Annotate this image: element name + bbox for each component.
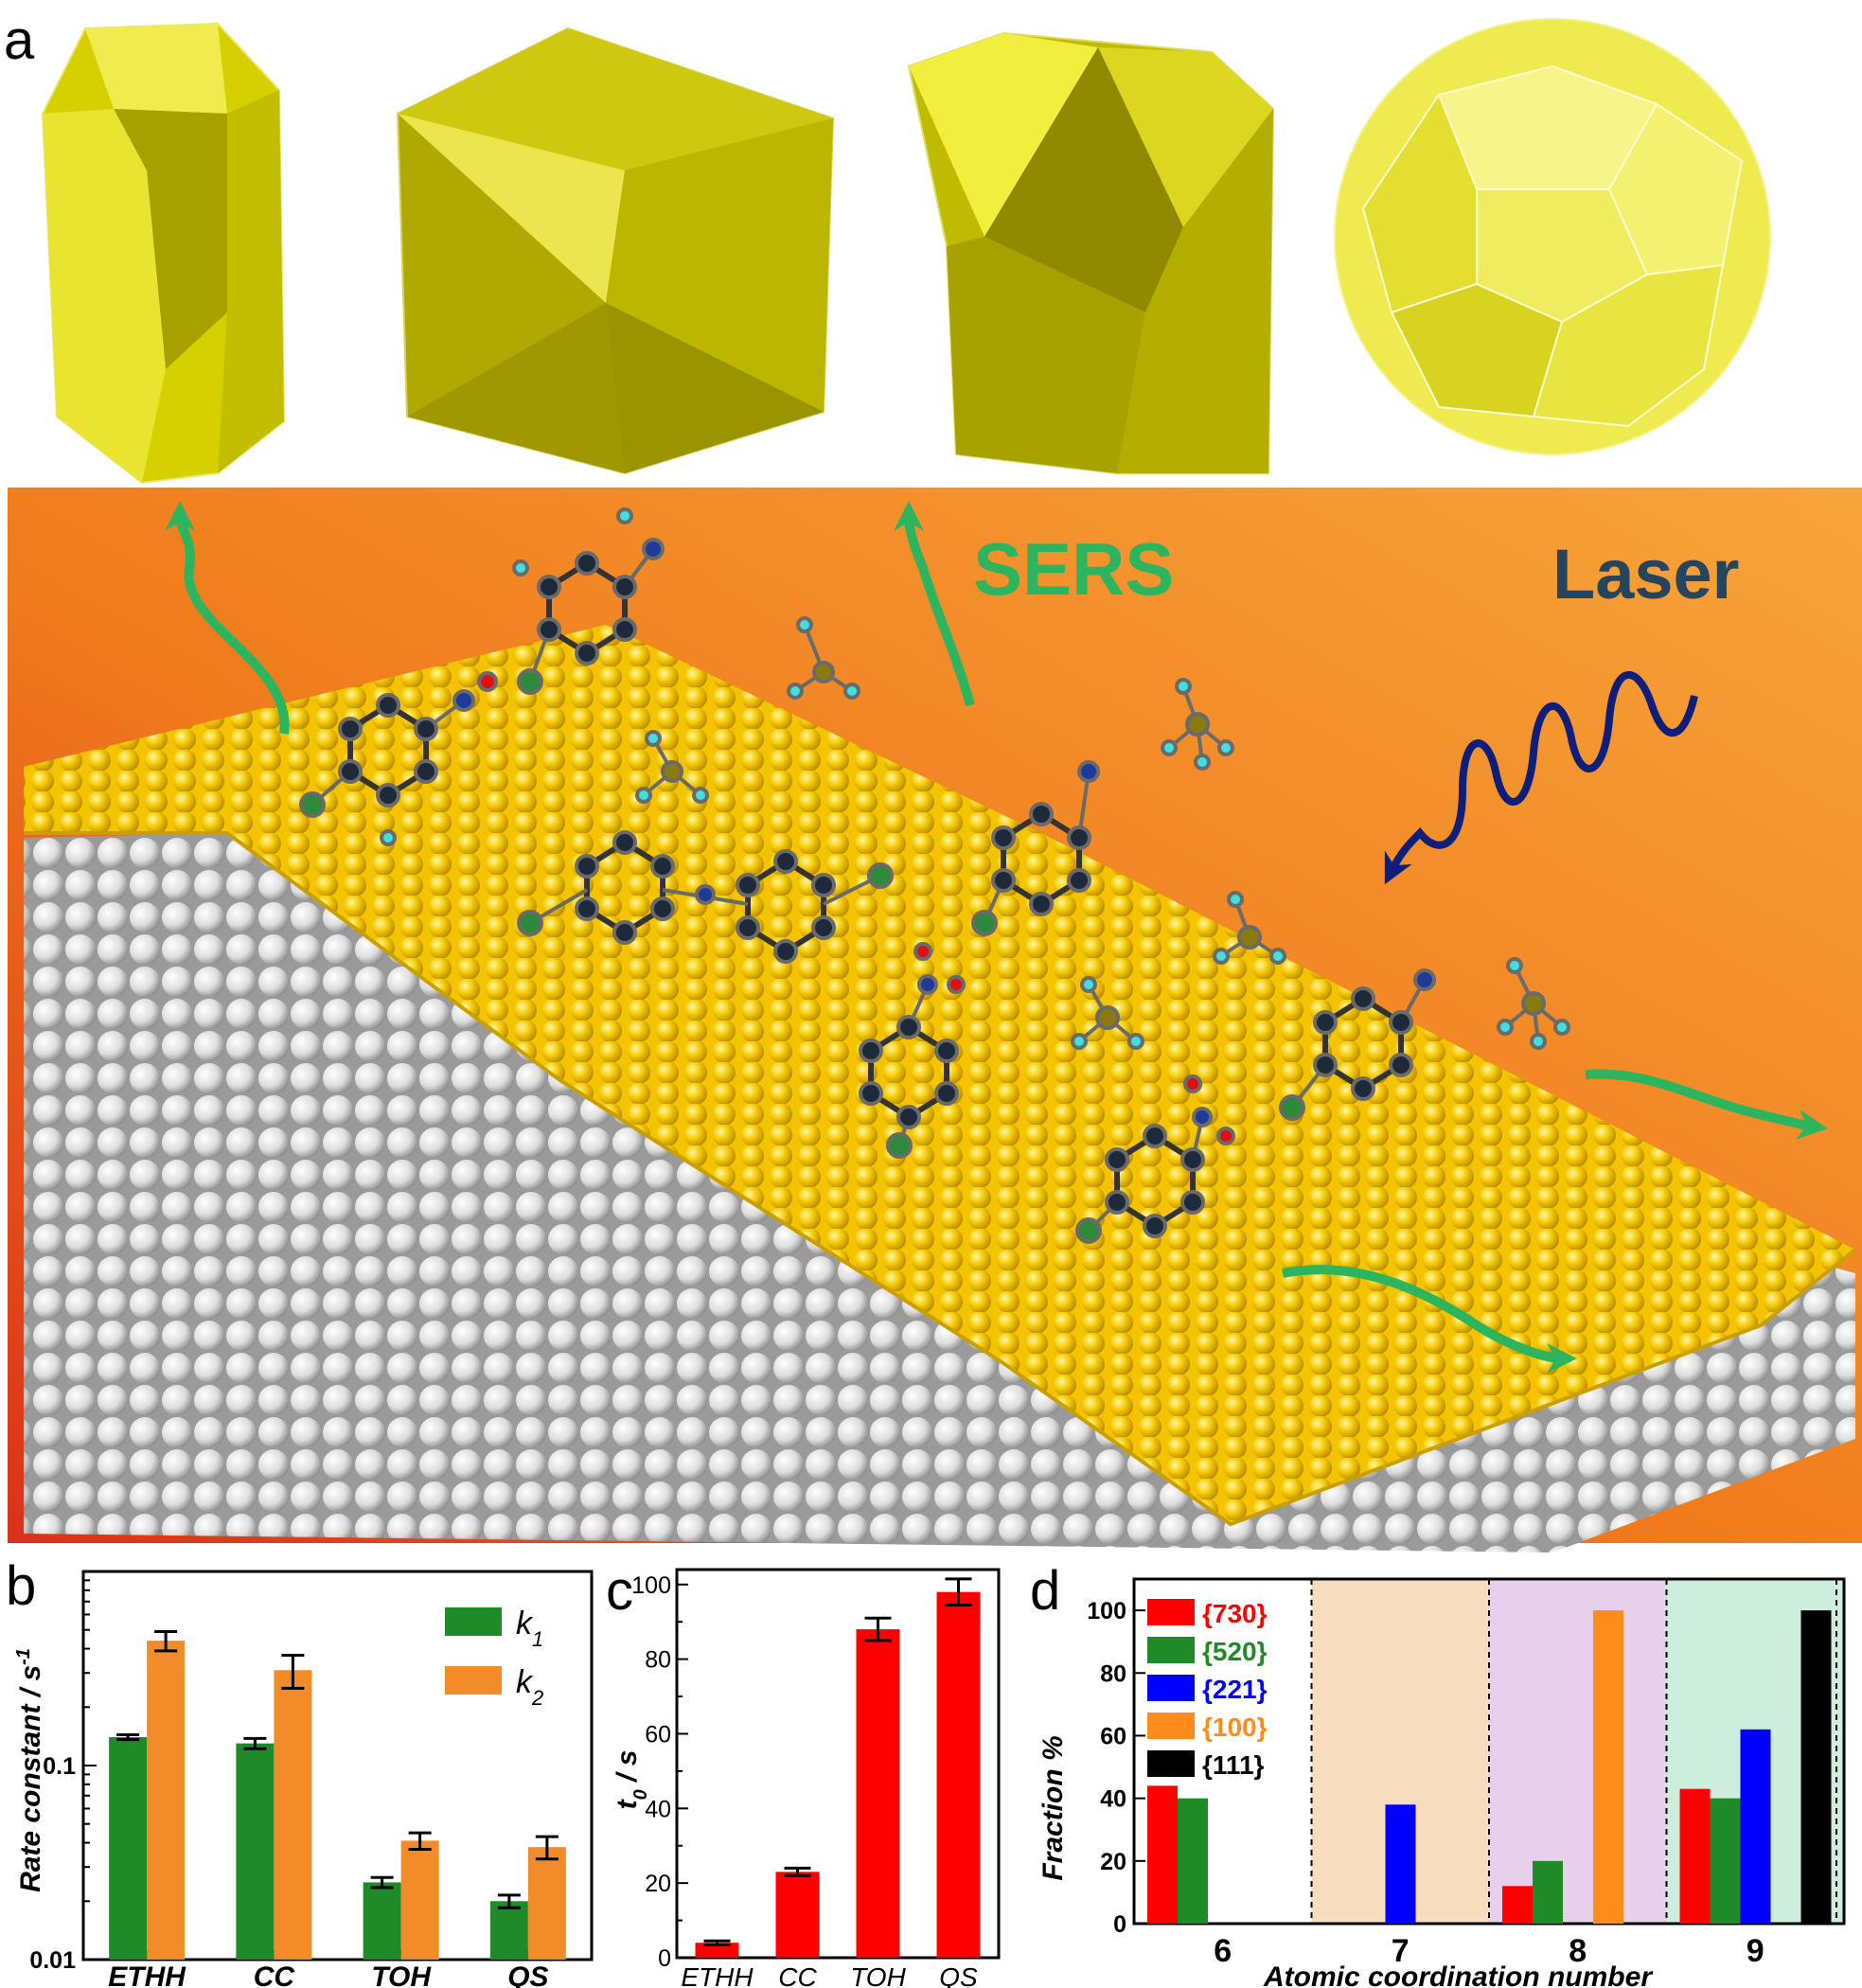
annotation-sers: SERS [973, 527, 1174, 611]
sers-arrow-1 [165, 501, 290, 735]
chart-b-bar-k2 [400, 1840, 439, 1960]
chart-b-legend-swatch [445, 1607, 502, 1636]
chart-d-legend-swatch [1147, 1713, 1195, 1739]
chart-b-bar-k2 [527, 1847, 566, 1960]
sers-arrow-4 [1282, 1265, 1577, 1374]
chart-b-bar-k1 [236, 1743, 275, 1960]
chart-d-legend-label: {730} [1202, 1599, 1268, 1628]
sers-arrow-3 [1585, 1069, 1828, 1140]
chart-d-legend-swatch [1147, 1675, 1195, 1701]
chart-c-ytick-label: 80 [645, 1647, 671, 1674]
concave-cube-icon [396, 27, 835, 475]
chart-c-ylabel: t0 / s [612, 1750, 651, 1810]
panel-label-a: a [4, 9, 35, 71]
panel-b: b Rate constant / s-1 0.01 0.1 ETHH CC TOH QS… [6, 1555, 594, 1988]
chart-d-bar [1740, 1729, 1771, 1924]
chart-b-bar-k2 [274, 1670, 312, 1960]
chart-b-bar-k1 [489, 1901, 528, 1960]
sers-arrow-2 [894, 501, 975, 707]
chart-d-ytick-label: 80 [1100, 1660, 1126, 1687]
chart-d-bar [1385, 1804, 1416, 1924]
laser-wave [1384, 671, 1698, 885]
quasi-sphere-icon [1334, 18, 1771, 455]
chart-c-ytick-label: 20 [645, 1871, 671, 1897]
chart-c-category-label: TOH [850, 1962, 906, 1988]
chart-c-bar [695, 1943, 739, 1958]
chart-d-legend-swatch [1147, 1599, 1195, 1625]
chart-b-bar-k1 [109, 1737, 148, 1960]
chart-d-bar [1178, 1798, 1208, 1924]
chart-d-ytick-label: 20 [1100, 1849, 1126, 1875]
chart-d-category-label: 6 [1214, 1933, 1232, 1969]
chart-d-frame [1132, 1577, 1846, 1926]
chart-d-bar [1679, 1788, 1711, 1924]
chart-c-frame [675, 1568, 1001, 1960]
panel-a: a [4, 9, 1862, 1553]
chart-d-ytick-label: 100 [1087, 1598, 1126, 1624]
chart-d-ytick-label: 0 [1113, 1911, 1126, 1938]
chart-c-bar [775, 1872, 820, 1958]
chart-c-ytick-label: 0 [658, 1945, 671, 1972]
chart-d-region-8 [1489, 1579, 1667, 1924]
chart-c-ytick-label: 100 [631, 1572, 671, 1599]
chart-c-bar [936, 1591, 981, 1958]
chart-d-ytick-label: 60 [1100, 1723, 1126, 1749]
panel-d: d Fraction % Atomic coordination number … [1030, 1560, 1846, 1988]
chart-d-legend-label: {520} [1202, 1637, 1268, 1666]
annotation-laser: Laser [1552, 535, 1739, 613]
chart-d-bar [1533, 1860, 1563, 1924]
chart-c-category-label: CC [778, 1962, 817, 1988]
chart-d-category-label: 9 [1747, 1933, 1764, 1969]
elongated-hexoctahedron-icon [41, 22, 286, 485]
gold-surface [24, 625, 1855, 1524]
chart-d-ylabel: Fraction % [1037, 1735, 1069, 1880]
chart-d-ytick-label: 40 [1100, 1786, 1126, 1813]
chart-b-ytick-label: 0.1 [43, 1753, 76, 1780]
chart-d-category-label: 7 [1392, 1933, 1410, 1969]
chart-b-ytick-label: 0.01 [29, 1947, 76, 1974]
chart-c-ytick-label: 60 [645, 1721, 671, 1748]
chart-c-category-label: ETHH [681, 1962, 754, 1988]
chart-d-xlabel: Atomic coordination number [1263, 1961, 1654, 1988]
chart-c-ytick-label: 40 [645, 1796, 671, 1822]
chart-b-category-label: QS [507, 1961, 548, 1988]
chart-b-bar-k2 [147, 1641, 186, 1960]
chart-d-bar [1593, 1610, 1623, 1924]
chart-b-category-label: CC [254, 1961, 296, 1988]
panel-c: c t0 / s 0 20 40 60 80 100 ETHH CC TOH QS [606, 1560, 1001, 1988]
chart-c-category-label: QS [939, 1962, 978, 1988]
chart-d-legend-label: {100} [1202, 1713, 1268, 1742]
chart-d-category-label: 8 [1569, 1933, 1587, 1969]
chart-b-bar-k1 [363, 1882, 401, 1960]
trisoctahedron-icon [907, 31, 1275, 474]
molecules [299, 507, 1570, 1244]
chart-d-legend-label: {221} [1202, 1675, 1268, 1704]
chart-d-bar [1800, 1610, 1832, 1924]
chart-b-category-label: TOH [371, 1961, 432, 1988]
chart-d-bar [1710, 1798, 1741, 1924]
chart-b-ylabel: Rate constant / s-1 [13, 1648, 46, 1892]
chart-b-legend-label: k2 [516, 1664, 543, 1710]
panel-label-c: c [606, 1560, 633, 1622]
chart-d-legend-swatch [1147, 1750, 1195, 1777]
chart-d-legend-swatch [1147, 1637, 1195, 1663]
chart-b-category-label: ETHH [108, 1961, 186, 1988]
chart-b-legend-label: k1 [516, 1606, 543, 1651]
chart-d-bar [1147, 1785, 1178, 1924]
chart-b-legend-swatch [445, 1666, 502, 1695]
chart-c-bar [856, 1629, 900, 1958]
chart-d-legend-label: {111} [1202, 1750, 1265, 1780]
panel-label-d: d [1030, 1560, 1060, 1622]
panel-label-b: b [6, 1555, 36, 1617]
chart-d-bar [1502, 1886, 1533, 1924]
